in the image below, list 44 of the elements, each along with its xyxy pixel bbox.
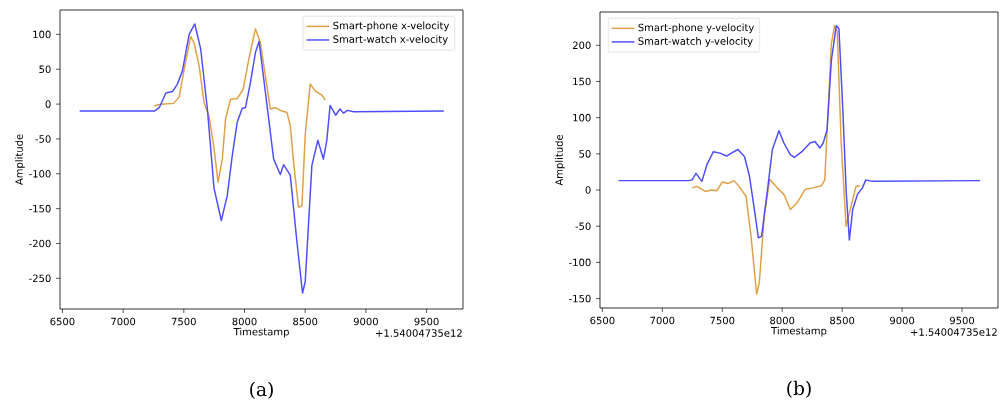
x-tick-label: 9500 (414, 317, 439, 326)
text: +1.54004735e12 (376, 329, 462, 337)
y-tick-label: 100 (573, 113, 591, 122)
x-tick-label: 9000 (889, 316, 915, 325)
y-tick-label: -150 (569, 294, 591, 303)
y-tick-label: -50 (575, 222, 591, 230)
x-tick-label: 6500 (590, 316, 615, 325)
x-tick-label: 9500 (949, 316, 975, 325)
x-tick-label: 6500 (50, 317, 75, 326)
y-axis-title: Amplitude (555, 134, 565, 186)
legend-label: Smart-watch x-velocity (333, 35, 448, 45)
line-series (153, 28, 326, 208)
x-tick-label: 7500 (171, 317, 196, 326)
y-tick-label: 0 (585, 186, 591, 194)
y-tick-label: -100 (569, 258, 591, 267)
legend-label: Smart-phone x-velocity (333, 21, 450, 32)
text: +1.54004735e12 (911, 328, 997, 336)
x-tick-label: 7000 (650, 316, 675, 325)
y-tick-label: 100 (33, 30, 51, 39)
line-series (617, 25, 981, 241)
y-tick-label: 200 (572, 41, 591, 50)
y-tick-label: 50 (39, 65, 51, 74)
y-tick-label: 50 (579, 150, 591, 158)
y-tick-label: -150 (29, 204, 51, 213)
x-tick-label: 7500 (710, 316, 735, 325)
x-tick-label: 8500 (830, 316, 855, 325)
x-tick-label: 9000 (353, 317, 378, 326)
x-tick-label: 8500 (293, 317, 318, 326)
text: (b) (787, 380, 811, 398)
y-tick-label: -250 (29, 274, 51, 283)
legend-label: Smart-watch y-velocity (638, 37, 753, 47)
y-tick-label: -200 (29, 239, 51, 248)
x-tick-label: 7000 (111, 317, 136, 326)
x-tick-label: 8000 (770, 316, 795, 325)
y-tick-label: 150 (573, 77, 591, 86)
x-axis-title: Timestamp (233, 327, 289, 338)
text: (a) (250, 381, 273, 399)
y-axis-title: Amplitude (15, 134, 25, 186)
x-axis-title: Timestamp (771, 326, 827, 337)
x-tick-label: 8000 (232, 317, 257, 326)
legend-label: Smart-phone y-velocity (638, 23, 755, 34)
y-tick-label: 0 (45, 100, 51, 108)
y-tick-label: -50 (35, 135, 51, 143)
y-tick-label: -100 (29, 169, 51, 178)
